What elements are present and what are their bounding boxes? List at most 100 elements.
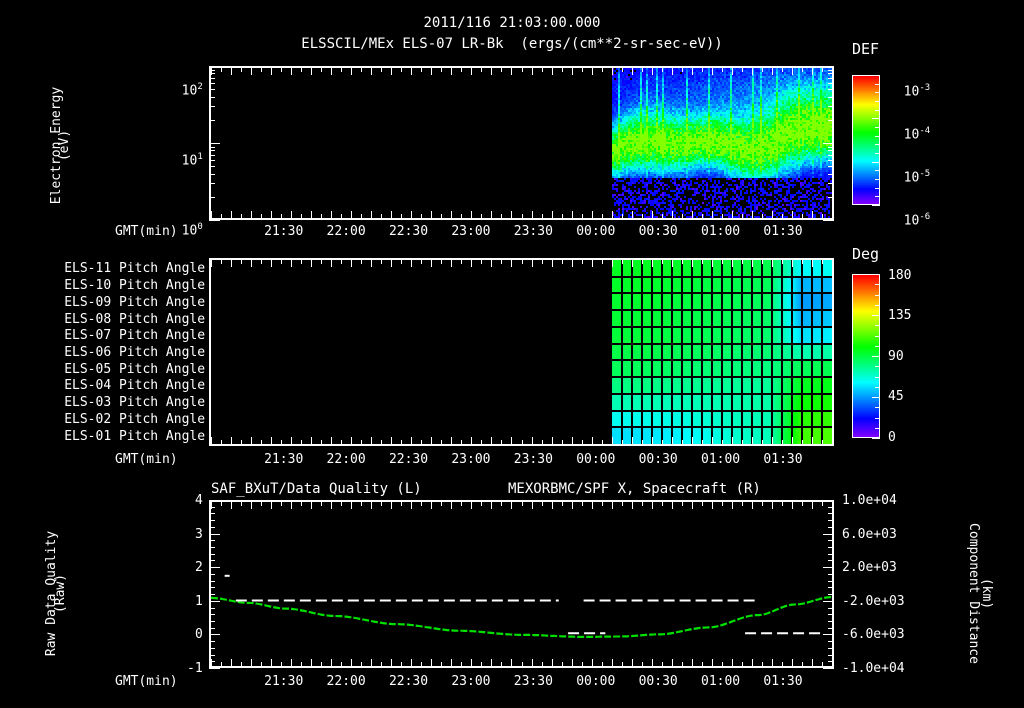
y-axis-tick xyxy=(209,661,215,663)
colorbar-tick xyxy=(875,144,880,146)
axis-tick xyxy=(431,68,433,75)
axis-tick xyxy=(231,211,233,218)
x-tick-label: 01:00 xyxy=(701,452,741,467)
axis-tick xyxy=(801,68,803,72)
y-axis-tick xyxy=(209,160,215,162)
y-axis-tick xyxy=(209,520,215,522)
y-axis-tick xyxy=(828,173,834,175)
axis-tick xyxy=(341,68,343,72)
axis-tick xyxy=(391,211,393,218)
axis-tick xyxy=(271,211,273,218)
x-tick-label: 00:00 xyxy=(576,452,616,467)
y-axis-tick xyxy=(828,96,834,98)
x-tick-label: 22:00 xyxy=(326,452,366,467)
deg-cb-label-4: 0 xyxy=(888,430,896,445)
y-axis-tick xyxy=(209,573,215,575)
def-cb-label-2: 10-5 xyxy=(903,169,931,186)
axis-tick xyxy=(401,440,403,444)
axis-tick xyxy=(781,68,783,72)
axis-tick xyxy=(441,68,443,72)
y-axis-tick xyxy=(828,560,834,562)
axis-tick xyxy=(591,68,593,75)
axis-tick xyxy=(391,659,393,666)
axis-tick xyxy=(651,437,653,444)
axis-tick xyxy=(281,502,283,506)
p3-ytick-left-label: 3 xyxy=(195,526,203,542)
axis-tick xyxy=(451,659,453,666)
axis-tick xyxy=(711,211,713,218)
pitch-angle-row-label: ELS-07 Pitch Angle xyxy=(64,328,206,344)
axis-tick xyxy=(381,662,383,666)
axis-tick xyxy=(461,502,463,506)
axis-tick xyxy=(811,502,813,509)
p3-ytick-right-label: 2.0e+03 xyxy=(842,560,897,576)
axis-tick xyxy=(791,502,793,509)
axis-tick xyxy=(321,502,323,506)
y-axis-tick xyxy=(828,73,834,75)
axis-tick xyxy=(531,260,533,267)
y-axis-tick xyxy=(828,77,834,79)
axis-tick xyxy=(461,68,463,72)
axis-tick xyxy=(311,211,313,218)
axis-tick xyxy=(701,502,703,506)
axis-tick xyxy=(611,260,613,267)
axis-tick xyxy=(591,437,593,444)
def-cb-label-0: 10-3 xyxy=(903,83,931,100)
axis-tick xyxy=(371,502,373,509)
axis-tick xyxy=(811,437,813,444)
axis-tick xyxy=(832,260,833,267)
x-tick-label: 22:30 xyxy=(388,452,429,467)
axis-tick xyxy=(571,437,573,444)
x-tick-label: 23:30 xyxy=(513,452,553,467)
axis-tick xyxy=(641,502,643,506)
axis-tick xyxy=(561,440,563,444)
def-colorbar-title: DEF xyxy=(852,40,880,58)
colorbar-tick xyxy=(872,75,880,76)
axis-tick xyxy=(341,214,343,218)
axis-tick xyxy=(331,68,333,75)
axis-tick xyxy=(821,502,823,506)
axis-tick xyxy=(511,502,513,509)
axis-tick xyxy=(401,260,403,264)
axis-tick xyxy=(241,68,243,72)
axis-tick xyxy=(561,214,563,218)
def-colorbar xyxy=(852,75,880,205)
deg-cb-label-3: 45 xyxy=(888,389,904,404)
axis-tick xyxy=(291,260,293,267)
axis-tick xyxy=(761,502,763,506)
axis-tick xyxy=(431,211,433,218)
axis-tick xyxy=(211,437,212,444)
y-axis-tick xyxy=(828,607,834,609)
axis-tick xyxy=(801,662,803,666)
def-cb-label-3: 10-6 xyxy=(903,212,931,229)
colorbar-tick xyxy=(872,397,880,398)
axis-tick xyxy=(711,68,713,75)
axis-tick xyxy=(701,440,703,444)
y-axis-tick xyxy=(209,96,215,98)
y-axis-tick xyxy=(209,166,215,168)
p3-ytick-left-label: -1 xyxy=(187,661,203,676)
y-axis-tick xyxy=(828,166,834,168)
axis-tick xyxy=(511,260,513,267)
axis-tick xyxy=(741,502,743,506)
axis-tick xyxy=(411,211,413,218)
axis-tick xyxy=(221,260,223,264)
y-axis-tick xyxy=(209,73,215,75)
axis-tick xyxy=(571,68,573,75)
y-axis-tick xyxy=(823,500,834,501)
axis-tick xyxy=(251,659,253,666)
y-axis-tick xyxy=(828,540,834,542)
axis-tick xyxy=(641,214,643,218)
axis-tick xyxy=(411,659,413,666)
axis-tick xyxy=(351,437,353,444)
axis-tick xyxy=(251,260,253,267)
axis-tick xyxy=(681,214,683,218)
axis-tick xyxy=(391,437,393,444)
axis-tick xyxy=(501,214,503,218)
axis-tick xyxy=(601,662,603,666)
axis-tick xyxy=(611,502,613,509)
axis-tick xyxy=(801,214,803,218)
axis-tick xyxy=(231,68,233,75)
axis-tick xyxy=(501,502,503,506)
y-axis-tick xyxy=(828,89,834,91)
